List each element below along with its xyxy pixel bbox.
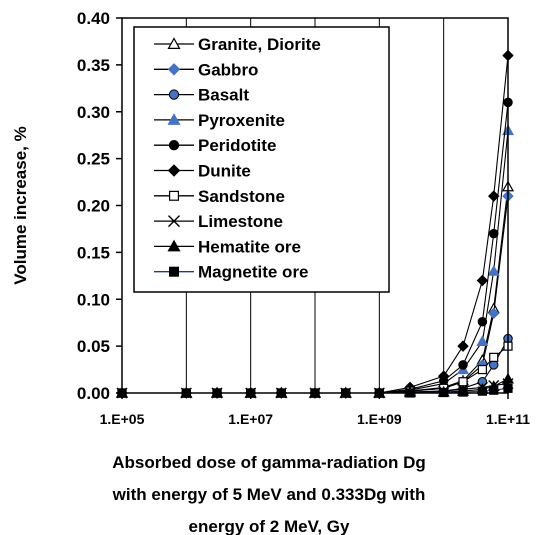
y-tick-label: 0.20 bbox=[77, 197, 110, 216]
x-axis-label: Absorbed dose of gamma-radiation Dg with … bbox=[112, 453, 426, 535]
y-tick-label: 0.35 bbox=[77, 56, 110, 75]
legend-item: Hematite ore bbox=[154, 237, 301, 256]
y-tick-label: 0.30 bbox=[77, 103, 110, 122]
data-point bbox=[476, 335, 489, 347]
data-point bbox=[458, 360, 468, 370]
y-tick-label: 0.15 bbox=[77, 243, 110, 262]
y-tick-label: 0.05 bbox=[77, 337, 110, 356]
legend-label: Pyroxenite bbox=[198, 111, 285, 130]
legend-label: Sandstone bbox=[198, 187, 285, 206]
legend-label: Hematite ore bbox=[198, 237, 301, 256]
x-axis-label-line: Absorbed dose of gamma-radiation Dg bbox=[112, 453, 426, 472]
data-point bbox=[488, 190, 500, 202]
legend-marker bbox=[167, 164, 181, 177]
data-point bbox=[458, 377, 468, 387]
legend-item: Granite, Diorite bbox=[154, 35, 321, 54]
legend-label: Dunite bbox=[198, 162, 251, 181]
x-tick-label: 1.E+11 bbox=[486, 411, 530, 427]
data-point bbox=[477, 317, 488, 327]
legend-marker bbox=[168, 140, 180, 151]
y-tick-label: 0.40 bbox=[77, 9, 110, 28]
data-point bbox=[488, 228, 499, 239]
legend: Granite, Diorite Gabbro Basalt Pyroxenite Pe… bbox=[133, 26, 390, 293]
legend-label: Basalt bbox=[198, 86, 249, 105]
legend-label: Granite, Diorite bbox=[198, 35, 321, 54]
legend-marker bbox=[167, 37, 181, 50]
data-point bbox=[477, 386, 487, 396]
x-tick-label: 1.E+09 bbox=[357, 411, 402, 427]
legend-label: Gabbro bbox=[198, 60, 258, 79]
legend-item: Gabbro bbox=[154, 60, 258, 79]
data-point bbox=[489, 385, 499, 395]
legend-marker bbox=[168, 215, 180, 228]
legend-label: Limestone bbox=[198, 212, 283, 231]
data-point bbox=[489, 352, 499, 362]
data-point bbox=[457, 340, 469, 352]
legend-marker bbox=[167, 63, 181, 76]
x-tick-label: 1.E+05 bbox=[100, 411, 145, 427]
legend-label: Peridotite bbox=[198, 136, 276, 155]
data-point bbox=[458, 387, 468, 397]
legend-item: Magnetite ore bbox=[154, 263, 309, 282]
legend-marker bbox=[168, 89, 180, 100]
legend-marker bbox=[169, 190, 180, 201]
data-point bbox=[488, 307, 500, 320]
legend-item: Pyroxenite bbox=[154, 111, 285, 130]
data-point bbox=[437, 370, 450, 382]
legend-item: Limestone bbox=[154, 212, 283, 231]
y-tick-label: 0.10 bbox=[77, 290, 110, 309]
legend-marker bbox=[167, 113, 181, 125]
data-point bbox=[476, 274, 489, 287]
legend-item: Dunite bbox=[154, 162, 251, 181]
x-axis-label-line: with energy of 5 MeV and 0.333Dg with bbox=[112, 485, 426, 504]
data-point bbox=[477, 364, 487, 375]
x-axis-label-line: energy of 2 MeV, Gy bbox=[189, 517, 350, 535]
legend-label: Magnetite ore bbox=[198, 263, 309, 282]
legend-marker bbox=[167, 239, 181, 252]
y-tick-label: 0.25 bbox=[77, 150, 110, 169]
data-point bbox=[487, 264, 500, 276]
y-axis-label: Volume increase, % bbox=[11, 126, 30, 284]
legend-item: Basalt bbox=[154, 86, 249, 105]
legend-item: Peridotite bbox=[154, 136, 276, 155]
legend-item: Sandstone bbox=[154, 187, 285, 206]
x-axis: 1.E+05 1.E+07 1.E+09 1.E+11 bbox=[100, 393, 530, 427]
x-tick-label: 1.E+07 bbox=[228, 411, 273, 427]
legend-marker bbox=[169, 266, 180, 277]
y-axis: 0.00 0.05 0.10 0.15 0.20 0.25 0.30 0.35 0.40 bbox=[77, 9, 122, 403]
y-tick-label: 0.00 bbox=[77, 384, 110, 403]
